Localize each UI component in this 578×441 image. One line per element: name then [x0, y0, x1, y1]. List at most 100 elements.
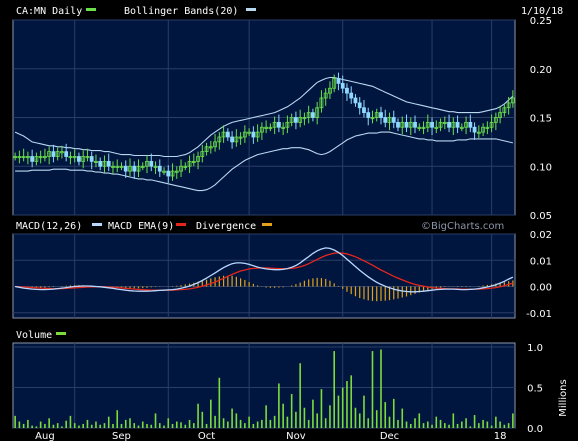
- volume-tick-label-0: 1.0: [527, 343, 543, 354]
- volume-bar-27: [129, 418, 131, 428]
- volume-bar-43: [197, 403, 199, 428]
- price-bar-body-66: [294, 117, 298, 123]
- volume-bar-79: [350, 375, 353, 428]
- price-panel: 0.25 0.20 0.15 0.10 0.05 CA:MN Daily Bolling…: [12, 6, 563, 222]
- volume-bar-45: [205, 423, 208, 428]
- price-bar-body-4: [30, 156, 35, 162]
- volume-bar-75: [333, 351, 335, 428]
- volume-legend-swatch: [56, 332, 66, 335]
- volume-bar-76: [337, 395, 340, 428]
- macd-ema-label: MACD EMA(9): [108, 221, 174, 232]
- volume-bar-90: [397, 419, 399, 428]
- volume-bar-0: [14, 415, 16, 428]
- price-bar-body-74: [328, 87, 332, 94]
- volume-bar-14: [73, 423, 76, 428]
- price-tick-label-0: 0.25: [530, 16, 552, 27]
- price-bar-body-26: [123, 165, 128, 172]
- volume-bar-99: [435, 416, 438, 428]
- price-bar-body-110: [481, 126, 485, 133]
- volume-bar-40: [184, 424, 187, 428]
- volume-bar-94: [414, 418, 416, 428]
- macd-legend-swatch: [92, 223, 102, 226]
- volume-bar-6: [39, 421, 42, 428]
- volume-bar-77: [341, 387, 344, 428]
- volume-bar-60: [269, 419, 272, 428]
- volume-bar-21: [103, 423, 106, 428]
- volume-bar-54: [244, 423, 246, 428]
- price-bar-body-104: [455, 121, 460, 128]
- volume-bar-3: [27, 419, 29, 428]
- volume-bar-29: [137, 425, 140, 428]
- price-bar-body-62: [276, 121, 281, 128]
- volume-bar-35: [163, 425, 165, 428]
- price-y-axis: 0.25 0.20 0.15 0.10 0.05: [530, 16, 552, 222]
- volume-bar-117: [512, 413, 514, 428]
- volume-bar-100: [439, 419, 442, 428]
- x-tick-label-3: Nov: [286, 431, 306, 441]
- price-bar-body-19: [94, 160, 98, 163]
- price-bar-body-31: [145, 160, 149, 167]
- price-bar-body-48: [217, 136, 222, 143]
- volume-bar-71: [316, 413, 318, 428]
- volume-bar-83: [367, 418, 370, 428]
- price-tick-label-3: 0.10: [530, 162, 552, 173]
- price-bar-body-63: [281, 126, 286, 129]
- price-bar-body-76: [336, 78, 341, 84]
- price-bar-body-94: [413, 121, 417, 128]
- volume-bar-58: [261, 419, 263, 428]
- price-bar-body-75: [332, 78, 337, 89]
- divergence-legend-swatch: [262, 223, 272, 226]
- price-bar-body-95: [417, 126, 422, 129]
- volume-bar-56: [252, 423, 255, 428]
- price-bar-body-102: [447, 121, 451, 128]
- macd-line: [14, 247, 514, 293]
- watermark: ©BigCharts.com: [421, 221, 504, 232]
- price-bar-body-5: [34, 156, 39, 162]
- price-bar-body-107: [468, 121, 473, 128]
- price-bar-body-60: [268, 126, 273, 129]
- price-bar-body-9: [51, 151, 56, 157]
- price-tick-label-2: 0.15: [530, 114, 552, 125]
- price-bar-body-84: [370, 117, 375, 120]
- price-bar-body-70: [311, 112, 315, 118]
- macd-lines: [14, 247, 514, 293]
- price-bar-body-21: [102, 160, 107, 167]
- volume-bar-12: [65, 420, 67, 428]
- volume-bars: [14, 349, 514, 428]
- volume-bar-91: [401, 408, 404, 428]
- volume-bar-93: [409, 423, 412, 428]
- price-bar-body-23: [111, 165, 115, 168]
- price-bar-body-46: [208, 146, 213, 149]
- macd-panel: 0.02 0.01 0.00 -0.01 MACD(12,26) MACD EMA(9…: [12, 221, 552, 320]
- price-bar-body-101: [442, 121, 447, 124]
- volume-bar-55: [248, 416, 250, 428]
- price-tick-label-4: 0.05: [530, 211, 552, 222]
- bollinger-lower-line: [15, 131, 514, 192]
- volume-bar-5: [35, 426, 38, 428]
- volume-bar-103: [452, 413, 455, 428]
- volume-bar-115: [503, 424, 506, 428]
- price-bar-body-17: [85, 156, 90, 159]
- price-bar-body-78: [345, 87, 349, 94]
- volume-bar-32: [150, 424, 153, 428]
- volume-bar-51: [231, 408, 233, 428]
- price-bar-body-28: [132, 165, 137, 172]
- price-bar-body-38: [174, 170, 179, 173]
- price-bar-body-18: [89, 156, 94, 162]
- volume-bar-10: [56, 423, 59, 428]
- volume-bar-50: [227, 421, 229, 428]
- price-bar-body-111: [485, 126, 490, 129]
- volume-bar-37: [171, 423, 174, 428]
- volume-bar-17: [86, 419, 89, 428]
- volume-bar-97: [426, 421, 429, 428]
- volume-bar-61: [273, 415, 276, 428]
- volume-panel-area: [12, 342, 516, 429]
- price-bar-body-68: [302, 117, 307, 120]
- volume-bar-81: [358, 413, 361, 428]
- price-bar-body-59: [264, 126, 269, 129]
- volume-y-axis: 1.0 0.5 0.0: [527, 343, 543, 435]
- x-axis-labels: Aug Sep Oct Nov Dec 18: [35, 431, 506, 441]
- price-bar-body-29: [136, 165, 141, 172]
- volume-bar-95: [418, 413, 421, 428]
- price-bar-body-41: [187, 160, 192, 167]
